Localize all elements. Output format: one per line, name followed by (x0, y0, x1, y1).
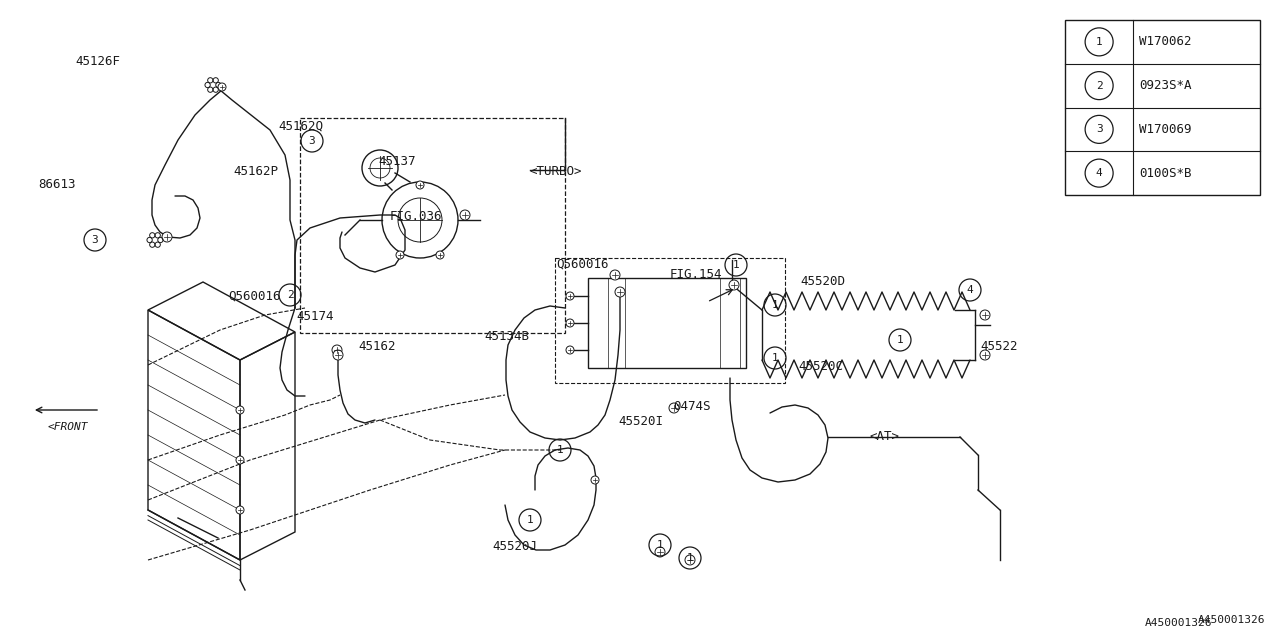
Text: A450001326: A450001326 (1146, 618, 1212, 628)
Text: 1: 1 (896, 335, 904, 345)
Text: 45520D: 45520D (800, 275, 845, 288)
Text: 4: 4 (1096, 168, 1102, 178)
Text: W170062: W170062 (1139, 35, 1192, 49)
Text: 1: 1 (732, 260, 740, 270)
Text: 3: 3 (92, 235, 99, 245)
Text: 45520J: 45520J (492, 540, 538, 553)
Text: 45174: 45174 (296, 310, 334, 323)
Text: 45137: 45137 (378, 155, 416, 168)
Circle shape (333, 350, 343, 360)
Text: 45134B: 45134B (484, 330, 529, 343)
Text: W170069: W170069 (1139, 123, 1192, 136)
Text: 1: 1 (1096, 37, 1102, 47)
Circle shape (436, 251, 444, 259)
Circle shape (980, 350, 989, 360)
Circle shape (566, 292, 573, 300)
Circle shape (566, 346, 573, 354)
Text: 45162Q: 45162Q (278, 120, 323, 133)
Circle shape (730, 280, 739, 290)
Text: <FRONT: <FRONT (47, 422, 88, 432)
Circle shape (396, 251, 404, 259)
Bar (588, 278, 746, 368)
Text: 1: 1 (772, 300, 778, 310)
Text: A450001326: A450001326 (1198, 615, 1265, 625)
Text: 2: 2 (1096, 81, 1102, 91)
Text: 3: 3 (1096, 124, 1102, 134)
Text: Q560016: Q560016 (228, 290, 280, 303)
Text: 1: 1 (772, 353, 778, 363)
Circle shape (236, 406, 244, 414)
Text: 4: 4 (966, 285, 973, 295)
Circle shape (332, 345, 342, 355)
Circle shape (614, 287, 625, 297)
Text: Q560016: Q560016 (556, 258, 608, 271)
Circle shape (611, 270, 620, 280)
Circle shape (416, 181, 424, 189)
Bar (556, 258, 785, 383)
Text: FIG.036: FIG.036 (390, 210, 443, 223)
Text: 45126F: 45126F (76, 55, 120, 68)
Text: FIG.154: FIG.154 (669, 268, 722, 281)
Text: 45162P: 45162P (233, 165, 278, 178)
Text: 45522: 45522 (980, 340, 1018, 353)
Bar (300, 118, 564, 333)
Circle shape (460, 210, 470, 220)
Bar (1065, 20, 1260, 195)
Circle shape (685, 555, 695, 565)
Text: 1: 1 (557, 445, 563, 455)
Circle shape (980, 310, 989, 320)
Text: 45520I: 45520I (618, 415, 663, 428)
Circle shape (566, 319, 573, 327)
Text: 1: 1 (526, 515, 534, 525)
Text: 45520C: 45520C (797, 360, 844, 373)
Text: 0923S*A: 0923S*A (1139, 79, 1192, 92)
Circle shape (655, 547, 666, 557)
Text: 45162: 45162 (358, 340, 396, 353)
Text: <AT>: <AT> (870, 430, 900, 443)
Text: 0100S*B: 0100S*B (1139, 166, 1192, 180)
Circle shape (236, 456, 244, 464)
Text: 86613: 86613 (38, 178, 76, 191)
Text: 2: 2 (287, 290, 293, 300)
Circle shape (591, 476, 599, 484)
Circle shape (163, 232, 172, 242)
Circle shape (218, 83, 227, 91)
Circle shape (669, 403, 678, 413)
Text: <TURBO>: <TURBO> (530, 165, 582, 178)
Text: 1: 1 (686, 553, 694, 563)
Circle shape (236, 506, 244, 514)
Text: 0474S: 0474S (673, 400, 710, 413)
Text: 1: 1 (657, 540, 663, 550)
Text: 3: 3 (308, 136, 315, 146)
